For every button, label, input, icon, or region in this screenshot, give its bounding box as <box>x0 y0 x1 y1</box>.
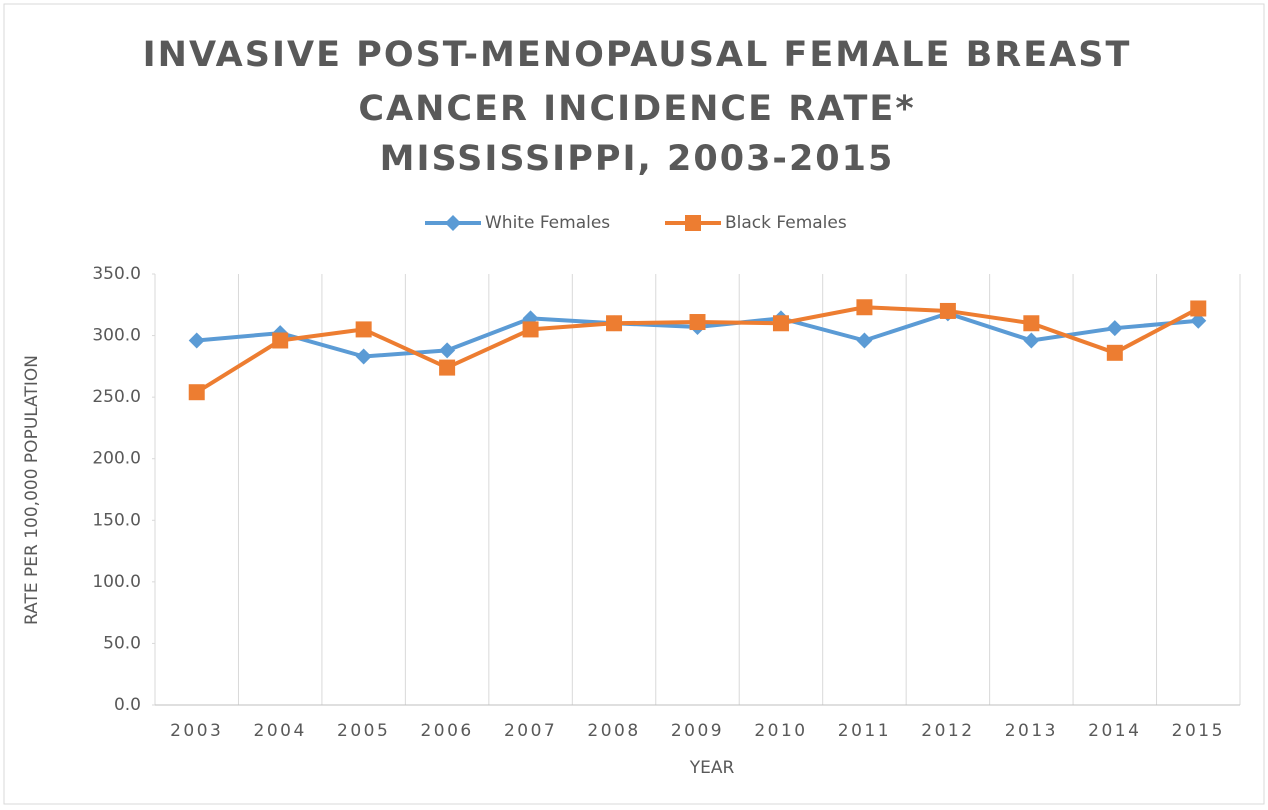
marker <box>856 299 873 316</box>
marker <box>272 332 289 349</box>
marker <box>689 314 706 331</box>
x-tick-label: 2015 <box>1172 721 1225 741</box>
x-tick-label: 2014 <box>1088 721 1141 741</box>
marker <box>1106 344 1123 361</box>
marker <box>439 342 456 359</box>
x-axis-label: YEAR <box>689 758 735 778</box>
chart-title: MISSISSIPPI, 2003-2015 <box>380 139 895 179</box>
x-tick-label: 2013 <box>1005 721 1058 741</box>
y-axis-label: RATE PER 100,000 POPULATION <box>22 355 42 625</box>
x-tick-label: 2012 <box>921 721 974 741</box>
marker <box>939 302 956 319</box>
x-tick-label: 2007 <box>504 721 557 741</box>
x-tick-label: 2003 <box>170 721 223 741</box>
marker <box>188 384 205 401</box>
chart-title: INVASIVE POST-MENOPAUSAL FEMALE BREAST <box>143 35 1132 75</box>
x-tick-label: 2006 <box>420 721 473 741</box>
y-tick-label: 200.0 <box>92 449 141 469</box>
marker <box>1023 315 1040 332</box>
chart-title: CANCER INCIDENCE RATE* <box>358 89 915 129</box>
marker <box>445 215 461 231</box>
y-tick-label: 350.0 <box>92 264 141 284</box>
marker <box>1190 312 1207 329</box>
y-tick-label: 150.0 <box>92 510 141 530</box>
x-tick-label: 2011 <box>838 721 891 741</box>
x-tick-label: 2008 <box>587 721 640 741</box>
legend-label: White Females <box>485 213 610 233</box>
x-tick-label: 2009 <box>671 721 724 741</box>
marker <box>522 321 539 338</box>
marker <box>856 332 873 349</box>
marker <box>188 332 205 349</box>
y-tick-label: 250.0 <box>92 387 141 407</box>
legend-label: Black Females <box>725 213 847 233</box>
y-tick-label: 100.0 <box>92 572 141 592</box>
chart-border <box>3 3 1265 805</box>
y-tick-label: 0.0 <box>114 695 141 715</box>
x-tick-label: 2010 <box>754 721 807 741</box>
marker <box>1190 300 1207 317</box>
marker <box>772 315 789 332</box>
x-tick-label: 2005 <box>337 721 390 741</box>
x-tick-label: 2004 <box>254 721 307 741</box>
marker <box>1023 332 1040 349</box>
marker <box>439 359 456 376</box>
y-tick-label: 300.0 <box>92 326 141 346</box>
marker <box>685 215 701 231</box>
marker <box>355 348 372 365</box>
marker <box>606 315 623 332</box>
marker <box>1106 320 1123 337</box>
marker <box>355 321 372 338</box>
y-tick-label: 50.0 <box>103 633 141 653</box>
